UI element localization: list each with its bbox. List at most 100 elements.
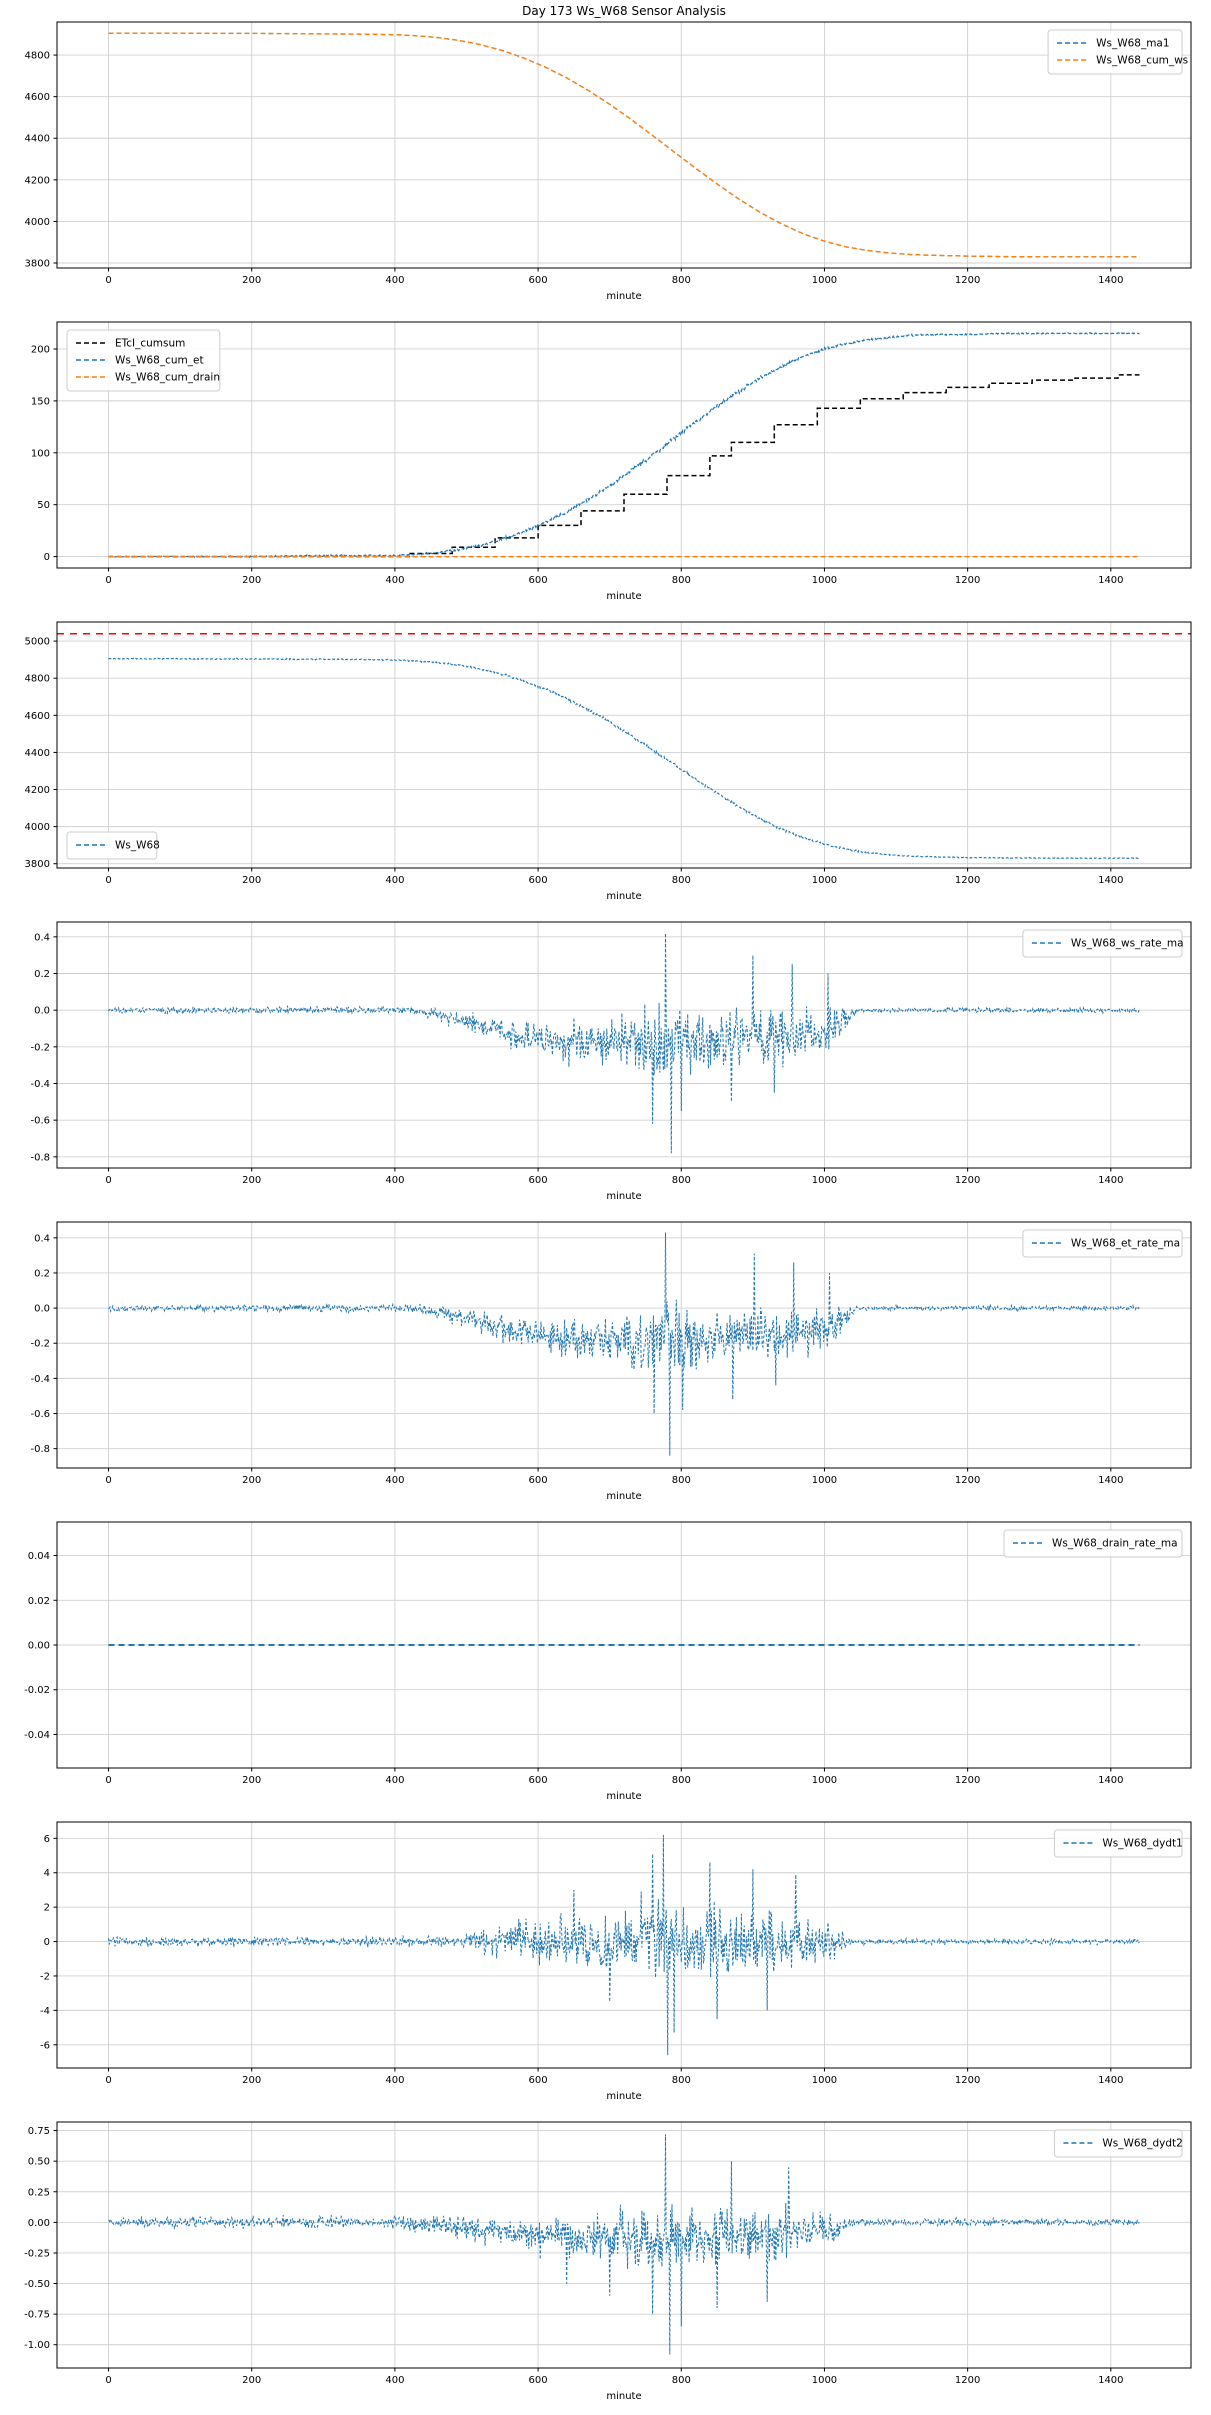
x-tick-label: 200	[242, 875, 261, 886]
x-tick-label: 600	[529, 575, 548, 586]
x-tick-label: 600	[529, 1475, 548, 1486]
y-tick-label: 4	[44, 1868, 50, 1879]
legend-label: Ws_W68_cum_drain	[115, 372, 220, 384]
y-tick-label: -0.50	[24, 2279, 50, 2290]
axes-frame	[56, 1521, 1192, 1769]
plot-background	[57, 322, 1191, 568]
x-tick-label: 1200	[955, 875, 980, 886]
x-tick-label: 200	[242, 2075, 261, 2086]
x-tick-label: 0	[105, 875, 111, 886]
subplot-4: 0 200 400 600 800 1000 1200 1400 0.4 0.2 0.0 -0.2 -0…	[30, 921, 1192, 1202]
y-tick-label: 4400	[25, 134, 50, 145]
axes-frame	[56, 321, 1192, 569]
y-tick-label: 0.0	[34, 1006, 50, 1017]
y-tick-label: 50	[37, 500, 50, 511]
subplot-3: 0 200 400 600 800 1000 1200 1400 3800 4000 4200 440…	[25, 621, 1192, 902]
axes-frame	[56, 621, 1192, 869]
legend-box	[66, 831, 158, 860]
x-tick-label: 800	[672, 575, 691, 586]
plot-background	[57, 622, 1191, 868]
x-tick-label: 1200	[955, 1775, 980, 1786]
y-tick-label: -0.4	[30, 1374, 50, 1385]
y-tick-label: 100	[31, 448, 50, 459]
x-tick-label: 1200	[955, 1175, 980, 1186]
legend-item: Ws_W68_cum_drain	[76, 372, 220, 384]
legend-box	[1022, 929, 1183, 958]
x-tick-label: 200	[242, 1175, 261, 1186]
series-line-Ws_W68	[108, 657, 1140, 860]
x-tick-label: 800	[672, 875, 691, 886]
legend-label: Ws_W68_cum_ws	[1096, 55, 1188, 67]
y-tick-label: 4400	[25, 748, 50, 759]
x-tick-label: 1000	[812, 575, 837, 586]
y-tick-label: 0.02	[28, 1596, 50, 1607]
axes-frame	[56, 2121, 1192, 2369]
y-tick-label: -0.2	[30, 1042, 50, 1053]
x-tick-label: 200	[242, 1775, 261, 1786]
x-tick-label: 600	[529, 1175, 548, 1186]
y-tick-label: 0.04	[28, 1551, 50, 1562]
x-tick-label: 400	[385, 875, 404, 886]
x-tick-label: 400	[385, 1475, 404, 1486]
legend-box	[1053, 1829, 1183, 1858]
x-tick-label: 200	[242, 275, 261, 286]
x-tick-label: 200	[242, 575, 261, 586]
x-tick-label: 600	[529, 2375, 548, 2386]
y-tick-label: 4600	[25, 92, 50, 103]
legend-label: Ws_W68_et_rate_ma	[1071, 1238, 1180, 1250]
x-tick-label: 0	[105, 1175, 111, 1186]
x-tick-label: 0	[105, 1775, 111, 1786]
y-tick-label: 4200	[25, 175, 50, 186]
y-tick-label: 0	[44, 552, 50, 563]
legend: Ws_W68_dydt1	[1053, 1829, 1183, 1858]
x-tick-label: 800	[672, 1475, 691, 1486]
x-tick-label: 0	[105, 275, 111, 286]
x-tick-label: 400	[385, 1175, 404, 1186]
legend-label: Ws_W68	[115, 840, 160, 852]
x-tick-label: 200	[242, 2375, 261, 2386]
x-tick-label: 1000	[812, 1175, 837, 1186]
x-tick-label: 800	[672, 2375, 691, 2386]
y-tick-label: 6	[44, 1834, 50, 1845]
y-tick-label: 3800	[25, 259, 50, 270]
series-line-Ws_W68_dydt2	[108, 2134, 1140, 2355]
y-tick-label: -1.00	[24, 2340, 50, 2351]
legend-item: Ws_W68_cum_ws	[1057, 55, 1188, 67]
x-tick-label: 1200	[955, 275, 980, 286]
x-tick-label: 1400	[1098, 1475, 1123, 1486]
y-tick-label: -6	[40, 2040, 50, 2051]
x-axis-label: minute	[606, 591, 641, 602]
x-tick-label: 1000	[812, 2075, 837, 2086]
x-tick-label: 400	[385, 2075, 404, 2086]
legend-item: ETcI_cumsum	[76, 338, 185, 350]
y-tick-label: -0.8	[30, 1152, 50, 1163]
y-tick-label: -0.8	[30, 1444, 50, 1455]
legend-item: Ws_W68_ws_rate_ma	[1031, 938, 1184, 950]
y-tick-label: 3800	[25, 859, 50, 870]
x-tick-label: 400	[385, 575, 404, 586]
legend-item: Ws_W68_dydt2	[1063, 2138, 1183, 2150]
x-tick-label: 400	[385, 275, 404, 286]
plot-background	[57, 922, 1191, 1168]
x-tick-label: 1200	[955, 1475, 980, 1486]
y-tick-label: 0.00	[28, 1641, 50, 1652]
series-line-Ws_W68_ws_rate_ma	[108, 933, 1140, 1154]
axes-frame	[56, 921, 1192, 1169]
x-tick-label: 1400	[1098, 2075, 1123, 2086]
x-tick-label: 400	[385, 2375, 404, 2386]
legend: ETcI_cumsum Ws_W68_cum_et Ws_W68_cum_drain	[66, 329, 221, 392]
x-tick-label: 600	[529, 275, 548, 286]
x-tick-label: 400	[385, 1775, 404, 1786]
x-tick-label: 800	[672, 1175, 691, 1186]
y-tick-label: 0.2	[34, 969, 50, 980]
y-tick-label: -0.2	[30, 1339, 50, 1350]
x-tick-label: 800	[672, 275, 691, 286]
x-tick-label: 1000	[812, 1775, 837, 1786]
x-axis-label: minute	[606, 1491, 641, 1502]
legend: Ws_W68_ws_rate_ma	[1022, 929, 1184, 958]
legend-box	[1047, 29, 1183, 75]
subplot-7: 0 200 400 600 800 1000 1200 1400 6 4 2 0 -2 -4 -6 minut…	[40, 1821, 1192, 2102]
plot-background	[57, 1822, 1191, 2068]
axes-frame	[56, 21, 1192, 269]
